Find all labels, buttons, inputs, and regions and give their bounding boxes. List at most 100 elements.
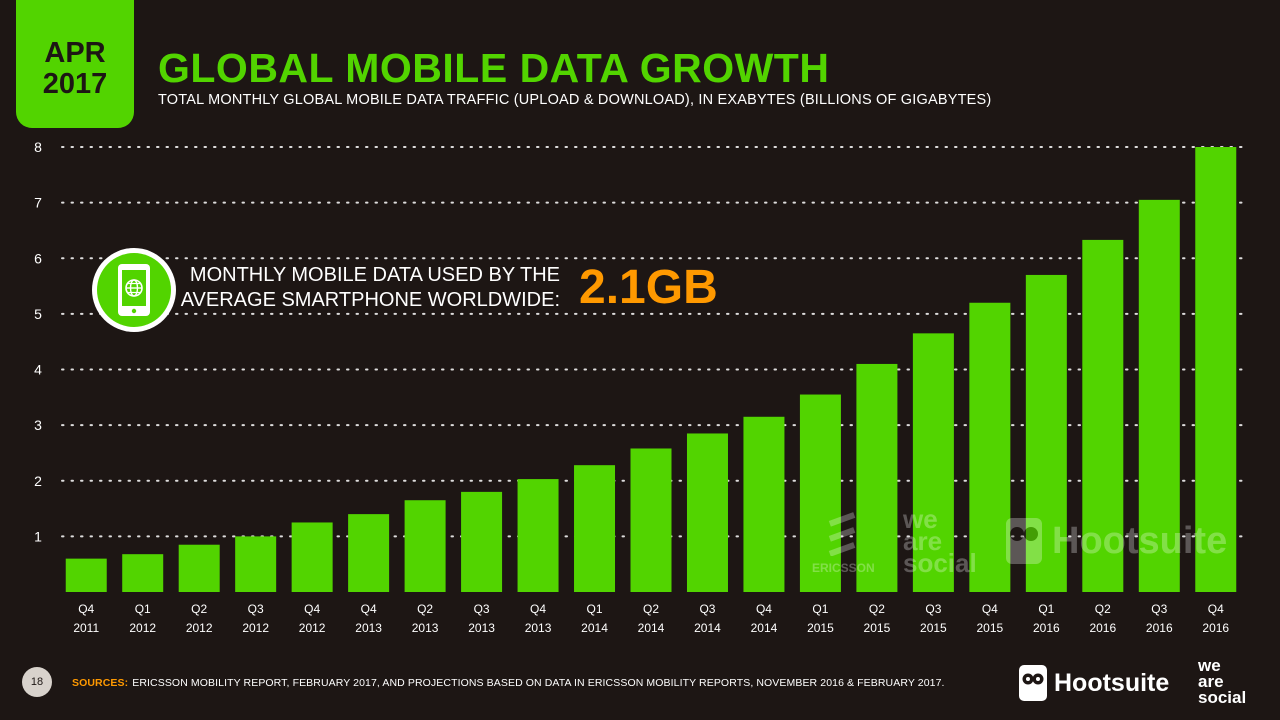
hootsuite-watermark: Hootsuite	[1004, 516, 1227, 566]
y-tick-label: 2	[34, 473, 42, 489]
x-tick-quarter: Q1	[812, 602, 828, 616]
bar	[1195, 147, 1237, 592]
x-tick-quarter: Q4	[361, 602, 377, 616]
bar	[235, 536, 277, 592]
bar	[799, 394, 841, 592]
ericsson-watermark-text: ERICSSON	[812, 561, 875, 575]
page-number: 18	[22, 667, 52, 697]
x-tick-year: 2013	[355, 621, 382, 635]
x-tick-quarter: Q1	[587, 602, 603, 616]
sources-note: SOURCES: ERICSSON MOBILITY REPORT, FEBRUA…	[72, 677, 945, 689]
x-tick-year: 2016	[1202, 621, 1229, 635]
we-are-social-logo: we are social	[1198, 656, 1247, 707]
x-tick-year: 2013	[468, 621, 495, 635]
x-tick-year: 2011	[73, 621, 99, 635]
x-tick-quarter: Q2	[869, 602, 885, 616]
bar	[1138, 199, 1180, 592]
x-tick-quarter: Q3	[248, 602, 264, 616]
x-tick-quarter: Q2	[643, 602, 659, 616]
x-tick-quarter: Q3	[1151, 602, 1167, 616]
was-watermark-social: social	[903, 548, 977, 578]
x-tick-year: 2013	[412, 621, 439, 635]
bar	[969, 302, 1011, 592]
x-tick-quarter: Q4	[304, 602, 320, 616]
y-tick-label: 6	[34, 250, 42, 266]
x-tick-year: 2012	[186, 621, 213, 635]
x-tick-year: 2013	[525, 621, 552, 635]
hootsuite-watermark-text: Hootsuite	[1052, 519, 1228, 562]
callout-line-2: AVERAGE SMARTPHONE WORLDWIDE:	[180, 289, 560, 311]
bar	[630, 448, 672, 592]
x-tick-year: 2015	[807, 621, 834, 635]
x-tick-year: 2016	[1089, 621, 1116, 635]
bar	[461, 491, 503, 592]
bar	[1082, 239, 1124, 593]
x-tick-quarter: Q4	[78, 602, 94, 616]
was-logo-social: social	[1198, 688, 1247, 707]
ericsson-logo-icon	[829, 512, 856, 557]
was-logo-we: we	[1198, 656, 1221, 675]
x-tick-quarter: Q4	[1208, 602, 1224, 616]
y-tick-label: 5	[34, 306, 42, 322]
callout-line-1: MONTHLY MOBILE DATA USED BY THE	[189, 264, 560, 286]
badge-month: APR	[44, 37, 106, 69]
x-tick-year: 2012	[242, 621, 269, 635]
callout-text: MONTHLY MOBILE DATA USED BY THE AVERAGE …	[180, 263, 560, 313]
bar	[686, 433, 728, 592]
badge-year: 2017	[42, 68, 108, 100]
bar	[65, 558, 107, 592]
x-tick-year: 2016	[1146, 621, 1173, 635]
x-tick-quarter: Q2	[191, 602, 207, 616]
hootsuite-owl-icon	[1019, 665, 1047, 701]
bar	[517, 479, 559, 592]
sources-text: ERICSSON MOBILITY REPORT, FEBRUARY 2017,…	[132, 677, 945, 689]
bar	[574, 465, 616, 592]
page-title: GLOBAL MOBILE DATA GROWTH	[158, 45, 830, 91]
x-tick-year: 2014	[581, 621, 608, 635]
x-tick-year: 2014	[751, 621, 778, 635]
x-tick-quarter: Q2	[417, 602, 433, 616]
hootsuite-logo: Hootsuite	[1018, 664, 1169, 702]
y-tick-label: 8	[34, 139, 42, 155]
was-watermark: we are social	[903, 504, 977, 578]
x-tick-quarter: Q3	[699, 602, 715, 616]
date-badge: APR 2017	[16, 0, 134, 128]
owl-logo-icon	[1006, 518, 1042, 564]
x-tick-year: 2015	[920, 621, 947, 635]
x-tick-quarter: Q2	[1095, 602, 1111, 616]
y-tick-label: 7	[34, 195, 42, 211]
sources-label: SOURCES:	[72, 677, 129, 689]
bar	[122, 554, 164, 592]
x-tick-quarter: Q3	[925, 602, 941, 616]
callout-value: 2.1GB	[579, 261, 718, 314]
x-tick-year: 2012	[129, 621, 156, 635]
y-tick-label: 3	[34, 417, 42, 433]
x-tick-quarter: Q4	[982, 602, 998, 616]
y-tick-label: 4	[34, 362, 42, 378]
y-tick-label: 1	[34, 528, 42, 544]
x-tick-year: 2016	[1033, 621, 1060, 635]
ericsson-watermark: ERICSSON	[812, 512, 875, 575]
bar	[743, 416, 785, 592]
x-tick-year: 2012	[299, 621, 326, 635]
bar	[178, 544, 220, 592]
hootsuite-logo-text: Hootsuite	[1054, 668, 1170, 697]
x-tick-quarter: Q1	[135, 602, 151, 616]
x-tick-quarter: Q4	[756, 602, 772, 616]
x-tick-quarter: Q1	[1038, 602, 1054, 616]
bar	[291, 522, 333, 592]
smartphone-globe-icon	[92, 248, 176, 332]
x-tick-year: 2014	[694, 621, 721, 635]
bar	[912, 333, 954, 592]
was-logo-are: are	[1198, 672, 1224, 691]
x-tick-quarter: Q4	[530, 602, 546, 616]
bar	[856, 363, 898, 592]
page-subtitle: TOTAL MONTHLY GLOBAL MOBILE DATA TRAFFIC…	[158, 92, 992, 108]
x-tick-year: 2015	[864, 621, 891, 635]
x-tick-quarter: Q3	[474, 602, 490, 616]
phone-icon	[118, 264, 150, 316]
bar	[404, 500, 446, 592]
x-tick-year: 2014	[638, 621, 665, 635]
was-watermark-we: we	[903, 504, 938, 534]
